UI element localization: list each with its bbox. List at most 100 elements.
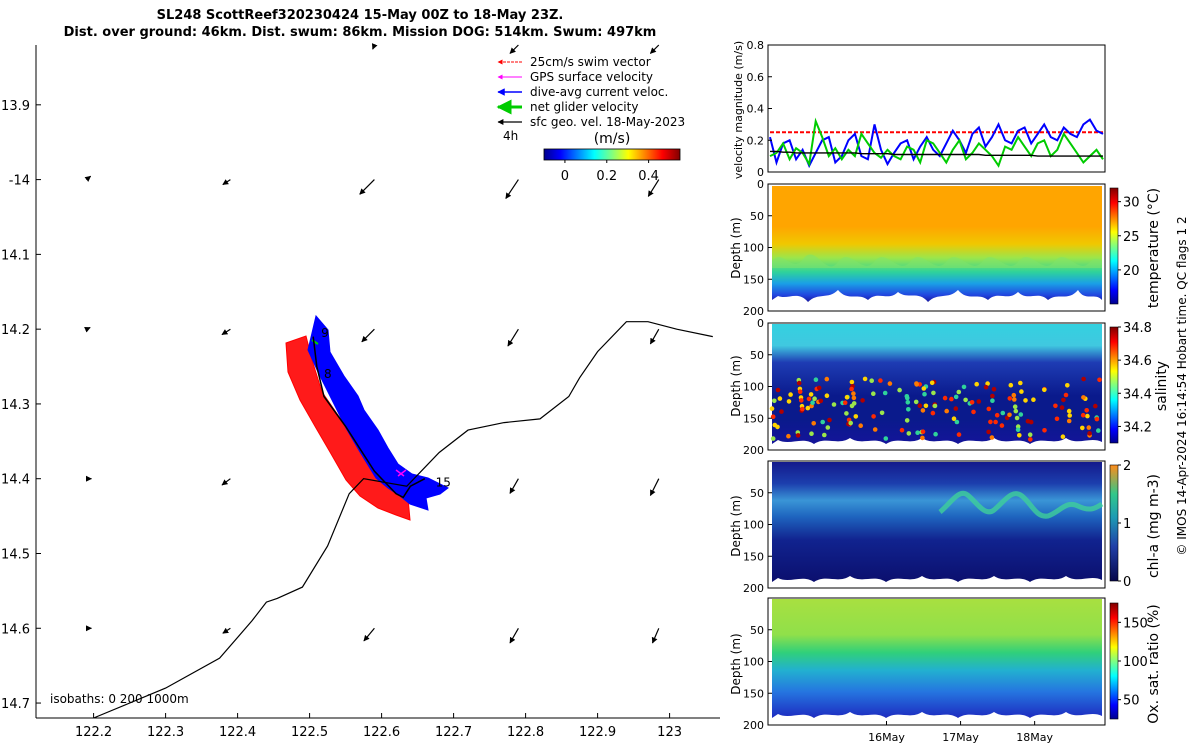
salinity-dot [825,425,831,430]
map-y-tick-label: 13.9 [1,99,30,114]
salinity-dot [1081,395,1086,400]
isobath-line [93,321,713,719]
section-y-tick-label: 150 [743,273,764,286]
salinity-dot [827,417,832,423]
salinity-dot [824,376,830,382]
day-labels: 9 8 15 [321,326,451,490]
section-colorbar-tick-label: 50 [1123,694,1140,709]
salinity-dot [799,398,804,403]
salinity-dot [905,395,910,401]
salinity-dot [1023,398,1028,403]
chlorophyll-colorbar-label: chl-a (mg m-3) [1146,474,1162,578]
salinity-dot [1018,380,1023,386]
salinity-dot [1080,425,1085,431]
legend-gps-label: GPS surface velocity [530,70,653,84]
map-y-tick-label: 14.3 [1,398,30,413]
temperature-warm-bands [772,254,1102,268]
salinity-dot [871,414,876,419]
salinity-dot [811,421,816,426]
salinity-dot [914,381,919,386]
section-colorbar-tick-label: 100 [1123,655,1148,670]
section-colorbar-tick-label: 150 [1123,616,1148,631]
salinity-dot [1065,383,1070,388]
current-arrow [84,326,91,333]
salinity-dot [1025,418,1031,424]
salinity-dot [818,398,824,404]
section-y-tick-label: 100 [743,381,764,394]
salinity-dot [930,410,936,416]
velocity-series-line [769,117,1104,168]
map-colorbar-tick-label: 0.2 [596,169,617,184]
salinity-dot [842,400,848,406]
section-y-tick-label: 150 [743,687,764,700]
current-arrow [363,627,375,642]
salinity-dot [1061,397,1066,403]
oxygen-colorbar [1109,602,1119,720]
current-arrow [371,43,378,50]
legend-swim-label: 25cm/s swim vector [530,55,651,69]
salinity-dot [786,399,792,404]
chlorophyll-field [772,462,1102,582]
salinity-dot [961,384,967,390]
salinity-dot [920,435,925,441]
salinity-dot [1081,376,1086,382]
salinity-dot [915,430,920,436]
map-panel: 9 8 15 122.2 122.3 122.4 122.5 122.6 122.7 122.8… [1,43,720,740]
salinity-dot [1096,428,1101,433]
map-y-tick-label: 14.1 [1,248,30,263]
velocity-magnitude-panel: 0 0.2 0.4 0.6 0.8 velocity magnitude (m/s) [732,39,1106,179]
salinity-dot [1018,412,1024,417]
current-arrow [84,175,92,182]
salinity-dot [1059,405,1065,410]
salinity-dot [1017,433,1022,438]
section-colorbar-tick-label: 25 [1123,230,1140,245]
map-colorbar-ticks: 0 0.2 0.4 [561,160,659,184]
salinity-dot [796,380,802,386]
temperature-y-ticks: 0 50 100 150 200 [743,178,772,318]
current-arrow [509,44,519,54]
salinity-dot [913,399,919,405]
temperature-colorbar-label: temperature (°C) [1146,188,1162,308]
isobaths-label: isobaths: 0 200 1000m [50,692,189,706]
map-y-tick-label: 14.7 [1,697,30,712]
salinity-dot [775,387,781,393]
map-x-tick-label: 122.3 [147,725,184,740]
oxygen-section-panel: 50 100 150 200 50 100 150 16May 17May 18May Dep… [729,597,1162,744]
salinity-dot [905,400,911,405]
legend-sfc-geo-label: sfc geo. vel. 18-May-2023 [530,115,685,129]
current-arrow [649,478,660,497]
salinity-dot [1097,377,1102,383]
salinity-dot [769,406,775,411]
salinity-dot [953,394,959,400]
map-colorbar-title: (m/s) [594,131,631,147]
salinity-dot [1053,403,1058,409]
salinity-dot [862,376,868,382]
velocity-y-ticks: 0 0.2 0.4 0.6 0.8 [747,39,772,179]
oxygen-y-label: Depth (m) [729,633,743,694]
day-label: 8 [324,367,332,381]
salinity-dot [869,378,874,384]
salinity-dot [1027,432,1033,438]
salinity-dot [929,380,935,386]
section-colorbar-tick-label: 1 [1123,517,1131,532]
figure-title-line-2: Dist. over ground: 46km. Dist. swum: 86k… [63,25,657,40]
temperature-colorbar [1109,187,1119,305]
salinity-dot [956,389,962,395]
temperature-field [772,186,1102,302]
salinity-dot [1028,437,1033,442]
temperature-section-panel: 0 50 100 150 200 20 25 30 Depth (m) temperatur… [729,178,1162,318]
map-x-tick-label: 122.8 [507,725,544,740]
current-arrow [647,179,660,197]
current-arrow [507,328,519,347]
map-x-ticks: 122.2 122.3 122.4 122.5 122.6 122.7 122.8 122.9… [75,713,682,740]
oxygen-y-ticks: 50 100 150 200 [743,624,772,732]
salinity-dot [808,392,814,397]
salinity-colorbar-label: salinity [1154,361,1170,411]
salinity-dot [1000,410,1006,416]
salinity-dot [954,419,960,425]
salinity-dot [932,403,938,409]
salinity-dot [772,398,777,404]
salinity-dot [883,436,889,441]
velocity-y-tick-label: 0.2 [747,134,765,147]
section-colorbar-tick-label: 30 [1123,196,1140,211]
